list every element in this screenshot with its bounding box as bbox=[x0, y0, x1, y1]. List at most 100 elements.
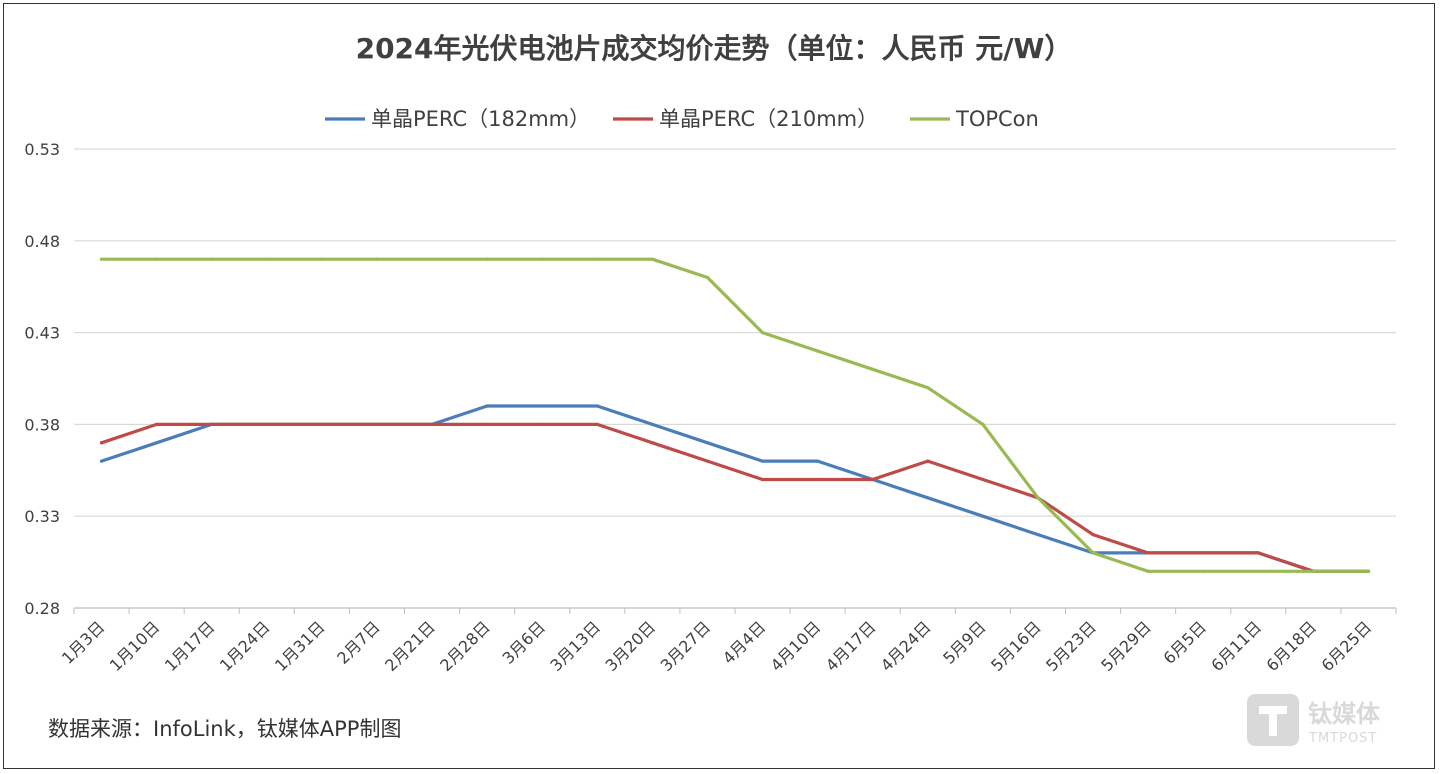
x-tick-label: 6月5日 bbox=[1160, 617, 1210, 667]
gridlines bbox=[74, 148, 1396, 517]
data-point bbox=[210, 257, 214, 261]
series-lines bbox=[99, 257, 1371, 573]
y-axis-ticks: 0.28 0.33 0.38 0.43 0.48 0.53 bbox=[24, 140, 60, 618]
y-tick-label: 0.48 bbox=[24, 232, 60, 251]
data-point bbox=[650, 422, 655, 426]
data-point bbox=[99, 441, 104, 445]
data-point bbox=[485, 422, 489, 426]
data-point bbox=[1036, 496, 1040, 500]
x-tick-label: 3月13日 bbox=[546, 617, 604, 675]
data-point bbox=[926, 386, 930, 390]
data-point bbox=[155, 257, 159, 261]
data-point bbox=[540, 257, 544, 261]
x-tick-label: 3月27日 bbox=[657, 617, 715, 675]
series-line-3 bbox=[99, 257, 1371, 573]
data-point bbox=[1311, 569, 1315, 573]
x-tick-label: 4月24日 bbox=[877, 617, 935, 675]
x-tick-label: 6月25日 bbox=[1318, 617, 1376, 675]
data-point bbox=[705, 275, 710, 280]
data-point bbox=[430, 422, 434, 426]
data-point bbox=[155, 441, 159, 445]
data-point bbox=[375, 422, 379, 426]
data-point bbox=[1091, 551, 1095, 555]
x-tick-label: 3月20日 bbox=[602, 617, 660, 675]
data-point bbox=[1256, 569, 1260, 573]
legend-label-2: 单晶PERC（210mm） bbox=[659, 107, 878, 131]
data-point bbox=[926, 496, 930, 500]
data-point bbox=[981, 422, 985, 426]
data-point bbox=[430, 257, 434, 261]
tmtpost-logo-icon bbox=[1247, 694, 1299, 746]
data-point bbox=[816, 349, 820, 353]
x-tick-label: 2月7日 bbox=[333, 617, 383, 667]
data-point bbox=[595, 257, 599, 261]
y-tick-label: 0.33 bbox=[24, 507, 60, 526]
data-point bbox=[760, 331, 765, 335]
x-tick-label: 4月4日 bbox=[719, 617, 769, 667]
data-point bbox=[926, 459, 930, 463]
data-point bbox=[485, 404, 489, 408]
x-tick-label: 3月6日 bbox=[499, 617, 549, 667]
x-tick-label: 4月17日 bbox=[822, 617, 880, 675]
x-tick-label: 1月3日 bbox=[58, 617, 108, 667]
data-point bbox=[1201, 551, 1205, 555]
chart-frame bbox=[3, 3, 1435, 769]
x-tick-label: 1月17日 bbox=[161, 617, 219, 675]
data-point bbox=[705, 441, 710, 445]
data-point bbox=[760, 459, 765, 463]
y-tick-label: 0.43 bbox=[24, 324, 60, 343]
data-point bbox=[1091, 533, 1095, 537]
data-point bbox=[981, 514, 985, 518]
data-point bbox=[210, 422, 214, 426]
x-tick-label: 1月10日 bbox=[106, 617, 164, 675]
series-line-1 bbox=[99, 404, 1371, 573]
source-note: 数据来源：InfoLink，钛媒体APP制图 bbox=[48, 717, 401, 741]
y-tick-label: 0.28 bbox=[24, 599, 60, 618]
data-point bbox=[320, 422, 324, 426]
data-point bbox=[485, 257, 489, 261]
data-point bbox=[650, 257, 655, 261]
watermark: 钛媒体 TMTPOST bbox=[1247, 694, 1381, 746]
data-point bbox=[760, 477, 765, 482]
x-tick-label: 4月10日 bbox=[767, 617, 825, 675]
legend-label-3: TOPCon bbox=[955, 107, 1039, 131]
data-point bbox=[375, 257, 379, 261]
data-point bbox=[595, 404, 599, 408]
data-point bbox=[265, 257, 269, 261]
x-tick-label: 5月16日 bbox=[987, 617, 1045, 675]
x-tick-label: 6月18日 bbox=[1263, 617, 1321, 675]
data-point bbox=[265, 422, 269, 426]
data-point bbox=[99, 257, 104, 261]
legend-label-1: 单晶PERC（182mm） bbox=[371, 107, 590, 131]
x-tick-label: 5月29日 bbox=[1097, 617, 1155, 675]
x-tick-label: 5月9日 bbox=[939, 617, 989, 667]
watermark-sub: TMTPOST bbox=[1308, 731, 1377, 746]
x-tick-label: 5月23日 bbox=[1042, 617, 1100, 675]
data-point bbox=[320, 257, 324, 261]
data-point bbox=[1366, 569, 1371, 573]
y-tick-label: 0.53 bbox=[24, 140, 60, 159]
x-tick-label: 6月11日 bbox=[1207, 617, 1265, 675]
data-point bbox=[816, 477, 820, 482]
legend: 单晶PERC（182mm） 单晶PERC（210mm） TOPCon bbox=[325, 107, 1039, 131]
data-point bbox=[99, 459, 104, 463]
data-point bbox=[650, 441, 655, 445]
x-tick-label: 2月21日 bbox=[381, 617, 439, 675]
data-point bbox=[816, 459, 820, 463]
x-tick-label: 1月24日 bbox=[216, 617, 274, 675]
data-point bbox=[1256, 551, 1260, 555]
data-point bbox=[155, 422, 159, 426]
data-point bbox=[1036, 533, 1040, 537]
data-point bbox=[871, 477, 875, 482]
data-point bbox=[1146, 551, 1150, 555]
data-point bbox=[540, 422, 544, 426]
y-tick-label: 0.38 bbox=[24, 415, 60, 434]
data-point bbox=[1201, 569, 1205, 573]
data-point bbox=[871, 367, 875, 371]
x-tick-label: 1月31日 bbox=[271, 617, 329, 675]
series-line-2 bbox=[99, 422, 1371, 573]
data-point bbox=[981, 477, 985, 482]
data-point bbox=[595, 422, 599, 426]
